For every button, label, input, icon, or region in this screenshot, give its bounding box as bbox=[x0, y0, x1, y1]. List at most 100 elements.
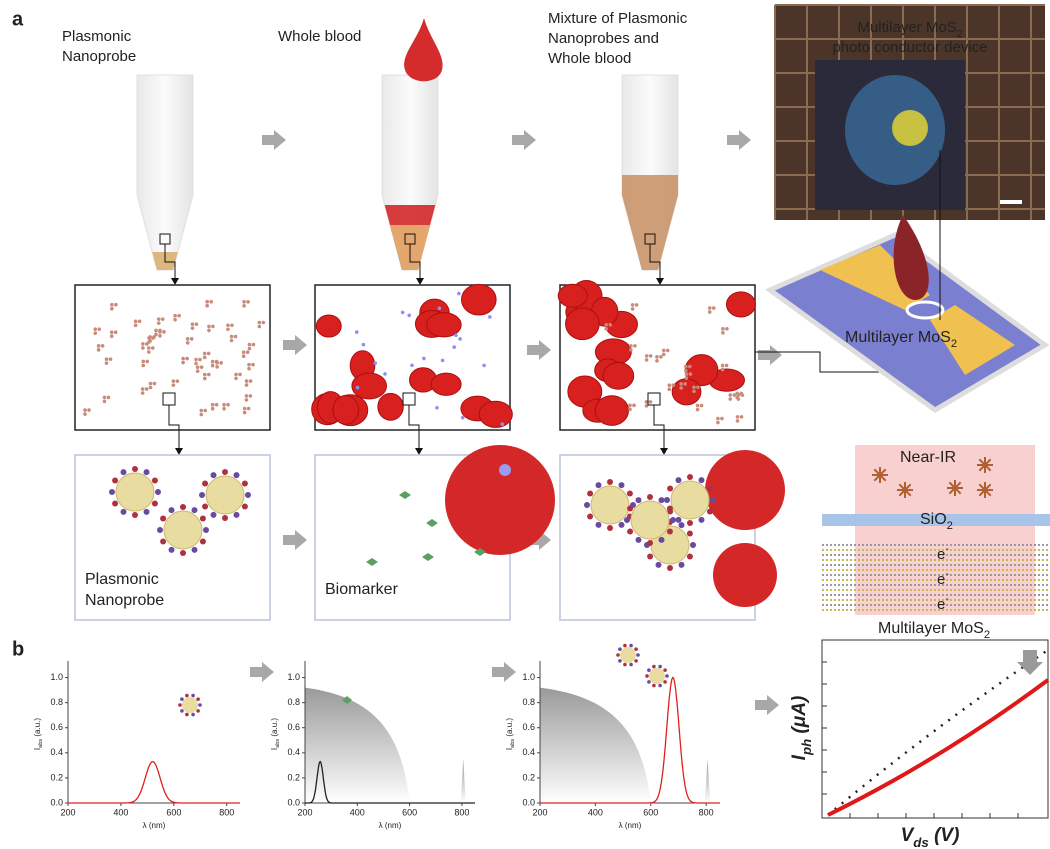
red-blood-cell bbox=[672, 379, 701, 405]
ligand bbox=[616, 653, 620, 657]
nanoprobe-dot bbox=[158, 329, 162, 333]
nanoprobe-dot bbox=[234, 335, 238, 339]
biomarker-dot bbox=[410, 363, 414, 367]
nanoprobe-dot bbox=[147, 336, 151, 340]
ligand bbox=[707, 509, 713, 515]
x-tick-label: 400 bbox=[113, 807, 128, 817]
absorption-region bbox=[705, 759, 711, 803]
ligand bbox=[121, 509, 127, 515]
panel-label: a bbox=[12, 8, 24, 30]
nanoprobe-dot bbox=[110, 334, 114, 338]
nanoprobe-dot bbox=[245, 383, 249, 387]
tube-label: Plasmonic bbox=[62, 28, 132, 45]
nanoprobe-dot bbox=[105, 357, 109, 361]
nanoprobe-dot bbox=[629, 348, 633, 352]
nanoprobe-dot bbox=[157, 317, 161, 321]
ligand bbox=[200, 539, 206, 545]
nanoprobe-dot bbox=[222, 407, 226, 411]
x-tick-label: 600 bbox=[402, 807, 417, 817]
x-tick-label: 200 bbox=[60, 807, 75, 817]
ligand bbox=[634, 647, 638, 651]
nanoprobe bbox=[164, 511, 202, 549]
biomarker-dot bbox=[435, 406, 439, 410]
text-sup: - bbox=[945, 568, 949, 580]
ligand bbox=[596, 522, 602, 528]
nanoprobe-dot bbox=[635, 303, 639, 307]
arrow bbox=[283, 530, 307, 550]
ligand bbox=[687, 520, 693, 526]
nanoprobe-dot bbox=[194, 358, 198, 362]
ligand bbox=[185, 694, 189, 698]
ligand bbox=[196, 709, 200, 713]
tube-label: Mixture of Plasmonic bbox=[548, 10, 688, 27]
device-title: photo conductor device bbox=[832, 39, 987, 56]
ligand bbox=[192, 547, 198, 553]
text-sub: abs bbox=[275, 739, 281, 748]
stack-label: Near-IR bbox=[900, 449, 956, 466]
ligand bbox=[152, 501, 158, 507]
text-text: Multilayer MoS bbox=[857, 19, 956, 36]
nanoprobe-dot bbox=[203, 356, 207, 360]
arrow bbox=[283, 335, 307, 355]
nanoprobe-dot bbox=[147, 346, 151, 350]
stack-label: Multilayer MoS2 bbox=[878, 620, 990, 641]
arrow bbox=[250, 662, 274, 682]
nanoprobe-dot bbox=[725, 364, 729, 368]
text-sub: 2 bbox=[984, 629, 990, 641]
nanoprobe-dot bbox=[248, 347, 252, 351]
nanoprobe-dot bbox=[628, 408, 632, 412]
nanoprobe-dot bbox=[645, 358, 649, 362]
absorption-region bbox=[305, 688, 410, 803]
absorption-region bbox=[461, 759, 466, 803]
nanoprobe-dot bbox=[83, 412, 87, 416]
nanoprobe-dot bbox=[247, 363, 251, 367]
nanoprobe-dot bbox=[200, 365, 204, 369]
nanoprobe-dot bbox=[186, 341, 190, 345]
arrowhead bbox=[415, 448, 423, 455]
nanoprobe-dot bbox=[242, 350, 246, 354]
nanoprobe-dot bbox=[258, 325, 262, 329]
red-blood-cell bbox=[333, 395, 359, 424]
y-tick-label: 1.0 bbox=[50, 672, 63, 682]
ligand bbox=[667, 565, 673, 571]
nanoprobe-dot bbox=[230, 339, 234, 343]
nanoprobe-dot bbox=[629, 344, 633, 348]
y-tick-label: 0.8 bbox=[287, 697, 300, 707]
ligand bbox=[222, 469, 228, 475]
y-tick-label: 0.0 bbox=[50, 797, 63, 807]
y-axis-label: Iph (μA) bbox=[789, 696, 814, 761]
nanoprobe-dot bbox=[203, 373, 207, 377]
ligand bbox=[645, 674, 649, 678]
arrowhead bbox=[660, 448, 668, 455]
ligand bbox=[202, 481, 208, 487]
nanoprobe-dot bbox=[93, 331, 97, 335]
ligand bbox=[180, 709, 184, 713]
red-blood-cell bbox=[713, 543, 777, 607]
sample-box bbox=[75, 285, 270, 430]
ligand bbox=[664, 497, 670, 503]
biomarker-dot bbox=[438, 306, 442, 310]
text-sup: - bbox=[945, 593, 949, 605]
ligand bbox=[624, 517, 630, 523]
zoom-label: Plasmonic bbox=[85, 571, 159, 588]
nanoprobe-dot bbox=[114, 303, 118, 307]
red-blood-cell bbox=[479, 401, 512, 427]
ligand bbox=[658, 684, 662, 688]
text-text: e bbox=[937, 596, 945, 613]
nanoprobe-dot bbox=[215, 403, 219, 407]
x-tick-label: 800 bbox=[699, 807, 714, 817]
nanoprobe-dot bbox=[645, 354, 649, 358]
ligand bbox=[155, 489, 161, 495]
nanoprobe-dot bbox=[604, 323, 608, 327]
ligand bbox=[198, 703, 202, 707]
text-text: photo conductor device bbox=[832, 39, 987, 56]
nanoprobe-dot bbox=[172, 383, 176, 387]
x-axis-label: Vds (V) bbox=[901, 825, 960, 849]
arrow bbox=[262, 130, 286, 150]
biomarker-dot bbox=[461, 416, 465, 420]
nanoprobe-dot bbox=[238, 373, 242, 377]
text-text: Multilayer MoS bbox=[845, 329, 951, 346]
nanoprobe-dot bbox=[199, 413, 203, 417]
nanoprobe-dot bbox=[720, 417, 724, 421]
ligand bbox=[607, 525, 613, 531]
